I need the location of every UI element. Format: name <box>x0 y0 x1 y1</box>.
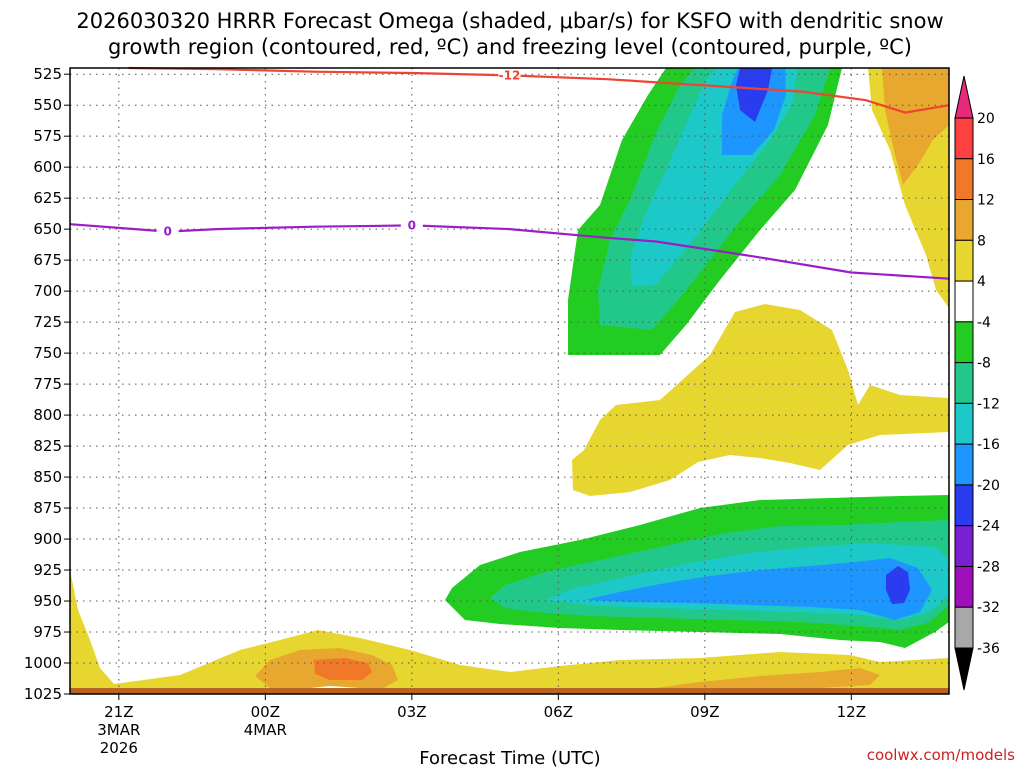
plot-area: -12 0 0 <box>69 66 950 695</box>
colorbar-label: 8 <box>977 233 986 249</box>
colorbar-label: -8 <box>977 356 991 372</box>
x-tick-label: 09Z <box>690 703 719 721</box>
contour-layer: -12 0 0 <box>69 66 950 280</box>
colorbar-label: -20 <box>977 478 1000 494</box>
y-tick-label: 775 <box>33 375 62 393</box>
colorbar-label: -24 <box>977 519 1000 535</box>
y-tick-label: 975 <box>33 623 62 641</box>
freezing-level-contour-label-bg <box>156 223 179 238</box>
y-tick-label: 900 <box>33 530 62 548</box>
credit-link[interactable]: coolwx.com/models <box>867 746 1015 764</box>
y-tick-label: 800 <box>33 406 62 424</box>
x-axis-label: Forecast Time (UTC) <box>419 748 600 768</box>
y-tick-label: 1000 <box>24 654 62 672</box>
y-tick-label: 850 <box>33 468 62 486</box>
colorbar-label: 16 <box>977 152 995 168</box>
colorbar-box <box>954 443 974 486</box>
colorbar-box <box>954 321 974 364</box>
colorbar-box <box>954 280 974 323</box>
chart-title-line1: 2026030320 HRRR Forecast Omega (shaded, … <box>76 9 943 33</box>
dgz-contour-label: -12 <box>499 68 521 82</box>
y-tick-label: 625 <box>33 189 62 207</box>
y-tick-label: 525 <box>33 65 62 83</box>
omega-region-dorange-low <box>314 658 372 680</box>
colorbar-box <box>954 199 974 241</box>
colorbar-box <box>954 362 974 404</box>
colorbar-label: 12 <box>977 193 995 209</box>
colorbar-label: -12 <box>977 396 1000 412</box>
y-tick-label: 675 <box>33 251 62 269</box>
x-tick-label: 06Z <box>544 703 573 721</box>
y-tick-label: 600 <box>33 158 62 176</box>
y-tick-label: 550 <box>33 96 62 114</box>
omega-region-yellow-mid <box>572 304 949 496</box>
colorbar-label: -32 <box>977 600 1000 616</box>
omega-region-blue-lower <box>585 558 932 620</box>
colorbar-label: -4 <box>977 315 991 331</box>
omega-region-dblue-upper <box>736 68 772 122</box>
x-tick-label: 21Z <box>104 703 133 721</box>
pressure-axis: 525 550 575 600 625 650 675 700 725 750 775 800 825 8… <box>24 65 70 703</box>
colorbar-box <box>954 525 974 567</box>
x-tick-label: 12Z <box>837 703 866 721</box>
colorbar-label: 4 <box>977 274 986 290</box>
x-tick-date: 4MAR <box>244 721 287 739</box>
freezing-level-contour-label: 0 <box>408 218 416 232</box>
omega-region-orange-low2 <box>655 668 880 691</box>
freezing-level-contour-label: 0 <box>163 225 171 239</box>
y-tick-label: 725 <box>33 313 62 331</box>
dgz-contour <box>128 66 950 114</box>
omega-region-dblue-lower <box>886 566 910 604</box>
omega-region-orange-ne <box>882 68 949 185</box>
y-tick-label: 925 <box>33 561 62 579</box>
x-tick-year: 2026 <box>100 739 138 757</box>
y-tick-label: 650 <box>33 220 62 238</box>
colorbar-box <box>954 158 974 201</box>
colorbar-box <box>954 606 974 649</box>
omega-surface-strip <box>70 688 949 694</box>
colorbar-box <box>954 484 974 527</box>
y-tick-label: 825 <box>33 437 62 455</box>
y-tick-label: 750 <box>33 344 62 362</box>
plot-frame <box>69 67 950 695</box>
colorbar-label: -36 <box>977 641 1000 657</box>
colorbar-box <box>954 565 974 608</box>
y-tick-label: 700 <box>33 282 62 300</box>
colorbar-label: -28 <box>977 559 1000 575</box>
grid-layer <box>70 68 949 694</box>
y-tick-label: 1025 <box>24 685 62 703</box>
freezing-level-contour-label-bg <box>400 217 423 232</box>
y-tick-label: 875 <box>33 499 62 517</box>
dgz-contour-label-bg <box>498 67 521 82</box>
colorbar: 20 16 12 8 4 -4 -8 -12 -16 -20 -24 -28 -32 -36 <box>954 75 1000 691</box>
colorbar-box <box>954 117 974 160</box>
x-tick-label: 00Z <box>251 703 280 721</box>
y-tick-label: 950 <box>33 592 62 610</box>
colorbar-bottom-triangle <box>954 647 974 691</box>
colorbar-top-triangle <box>954 75 974 119</box>
chart-title-line2: growth region (contoured, red, ºC) and f… <box>108 35 912 59</box>
colorbar-label: 20 <box>977 111 995 127</box>
colorbar-box <box>954 402 974 445</box>
x-tick-date: 3MAR <box>97 721 140 739</box>
y-tick-label: 575 <box>33 127 62 145</box>
colorbar-label: -16 <box>977 437 1000 453</box>
colorbar-box <box>954 239 974 282</box>
omega-shading <box>70 68 949 694</box>
x-tick-label: 03Z <box>397 703 426 721</box>
